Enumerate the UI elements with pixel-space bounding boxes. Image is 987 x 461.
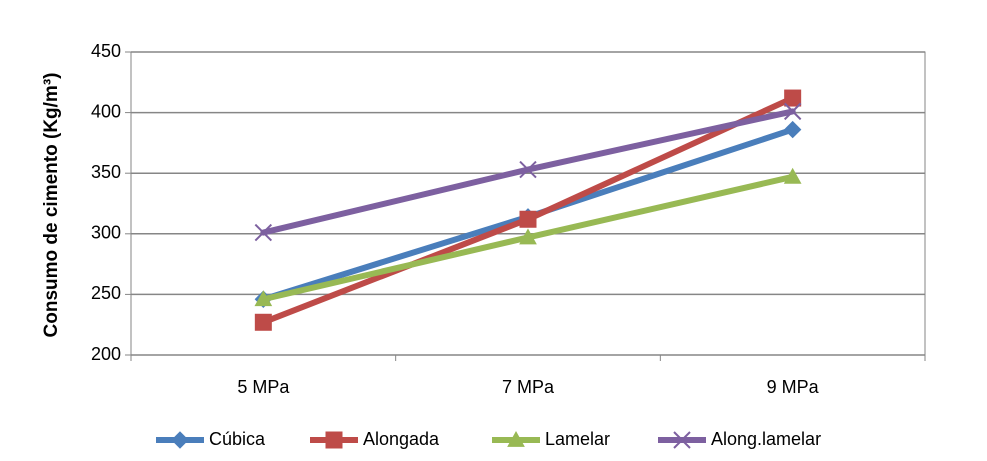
x-marker — [783, 102, 802, 121]
legend-item-c-bica: Cúbica — [156, 429, 266, 449]
legend-label: Cúbica — [209, 429, 266, 449]
data-point — [783, 167, 802, 184]
plot-border — [130, 51, 926, 356]
x-tick-label: 5 MPa — [237, 377, 290, 397]
data-point — [519, 228, 537, 245]
square-marker — [325, 431, 343, 449]
series-layer — [254, 89, 802, 331]
diamond-marker — [783, 120, 802, 139]
y-tick-label: 350 — [91, 162, 121, 182]
legend-item-along-lamelar: Along.lamelar — [658, 429, 821, 449]
triangle-marker — [254, 290, 273, 307]
y-tick-label: 250 — [91, 283, 121, 303]
square-marker — [519, 210, 537, 228]
data-point — [519, 160, 537, 179]
y-tick-label: 450 — [91, 41, 121, 61]
data-point — [254, 223, 273, 242]
square-marker — [784, 89, 802, 107]
legend-label: Alongada — [363, 429, 440, 449]
x-marker — [673, 431, 691, 449]
triangle-marker — [783, 167, 802, 184]
diamond-marker — [171, 431, 189, 449]
triangle-marker — [507, 430, 525, 447]
legend-label: Lamelar — [545, 429, 610, 449]
x-tick-label: 9 MPa — [767, 377, 820, 397]
data-point — [784, 89, 802, 107]
data-point — [783, 102, 802, 121]
data-point — [254, 290, 273, 307]
triangle-marker — [519, 228, 537, 245]
x-axis-tick-labels: 5 MPa 7 MPa 9 MPa — [237, 377, 819, 397]
plot-area — [130, 51, 926, 356]
y-tick-label: 300 — [91, 223, 121, 243]
x-tick-label: 7 MPa — [502, 377, 555, 397]
legend-item-alongada: Alongada — [310, 429, 440, 449]
series-alongada — [254, 89, 802, 331]
series-lamelar — [254, 167, 802, 307]
y-axis-title: Consumo de cimento (Kg/m³) — [41, 73, 62, 338]
y-axis-tick-labels: 200 250 300 350 400 450 — [91, 41, 121, 364]
data-point — [519, 210, 537, 228]
square-marker — [254, 313, 272, 331]
y-tick-label: 200 — [91, 344, 121, 364]
data-point — [254, 313, 272, 331]
legend-item-lamelar: Lamelar — [492, 429, 610, 449]
legend: Cúbica Alongada Lamelar Along.lamelar — [156, 429, 821, 449]
legend-label: Along.lamelar — [711, 429, 821, 449]
y-tick-label: 400 — [91, 101, 121, 121]
x-marker — [519, 160, 537, 179]
series-along-lamelar — [254, 102, 802, 242]
data-point — [783, 120, 802, 139]
x-marker — [254, 223, 273, 242]
